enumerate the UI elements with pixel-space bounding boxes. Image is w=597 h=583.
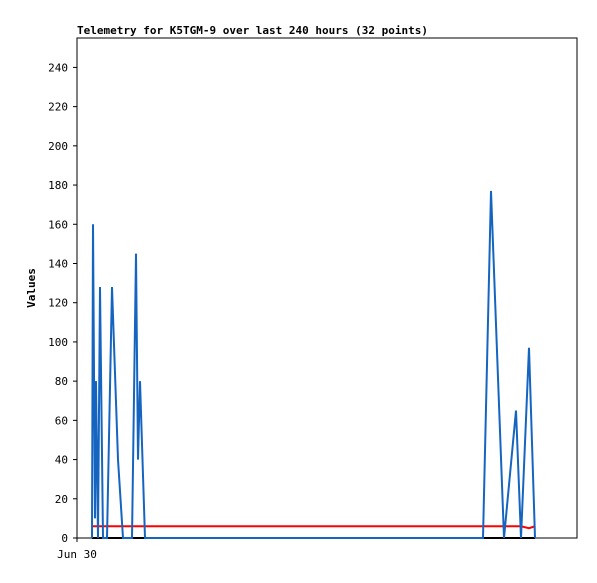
y-tick-label: 40 [55,454,68,467]
series-line [92,525,536,530]
y-tick-label: 240 [48,61,68,74]
y-axis-label: Values [25,268,38,308]
series-line [91,190,536,539]
y-tick-label: 80 [55,375,68,388]
chart-title: Telemetry for K5TGM-9 over last 240 hour… [77,24,428,37]
y-tick-label: 20 [55,493,68,506]
y-tick-label: 0 [61,532,68,545]
y-tick-label: 220 [48,101,68,114]
y-tick-label: 180 [48,179,68,192]
y-tick-label: 100 [48,336,68,349]
y-tick-label: 120 [48,297,68,310]
y-tick-label: 140 [48,257,68,270]
y-tick-label: 60 [55,414,68,427]
y-tick-label: 200 [48,140,68,153]
x-tick-label: Jun 30 [57,548,97,561]
y-tick-label: 160 [48,218,68,231]
